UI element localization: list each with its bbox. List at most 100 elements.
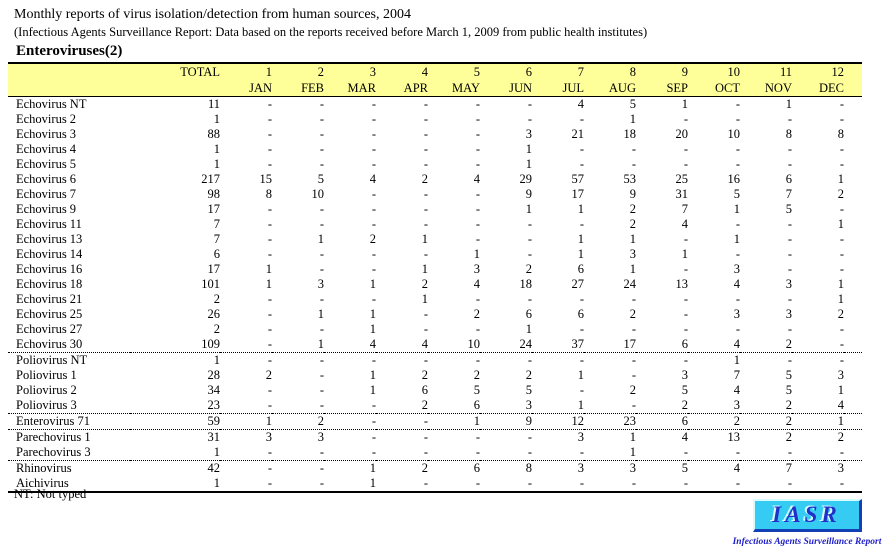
total-value: 1 — [213, 142, 220, 156]
virus-name: Echovirus 18 — [16, 277, 83, 291]
month-value: 8 — [265, 187, 272, 201]
month-value: 3 — [629, 247, 636, 261]
month-value: 10 — [311, 187, 325, 201]
month-value: 2 — [837, 187, 844, 201]
month-value: 4 — [733, 383, 740, 397]
month-number-header: 2 — [272, 63, 324, 80]
month-value: 8 — [837, 127, 844, 141]
spacer-cell — [844, 80, 862, 97]
month-number-header: 9 — [636, 63, 688, 80]
month-number-header: 7 — [532, 63, 584, 80]
month-value: 3 — [681, 368, 688, 382]
month-value: - — [423, 476, 428, 490]
month-value: 1 — [317, 307, 324, 321]
virus-name: Echovirus 9 — [16, 202, 77, 216]
total-value: 11 — [207, 97, 220, 111]
month-value: - — [792, 337, 844, 353]
month-value: 17 — [571, 187, 585, 201]
month-value: 1 — [681, 247, 688, 261]
spacer-cell — [844, 413, 862, 430]
month-value: 16 — [727, 172, 741, 186]
month-value: 1 — [532, 398, 584, 414]
month-value: 1 — [733, 202, 740, 216]
month-number-header: 12 — [792, 63, 844, 80]
month-value: 2 — [473, 368, 480, 382]
month-value: 6 — [421, 383, 428, 397]
total-value: 59 — [130, 413, 220, 430]
month-value: 5 — [525, 383, 532, 397]
month-value: - — [267, 142, 272, 156]
month-value: - — [319, 353, 324, 367]
month-value: 4 — [733, 277, 740, 291]
table-row: Echovirus 30 109-1 4 4 10 24 37 17 6 4 2- — [8, 337, 862, 353]
month-value: - — [267, 353, 272, 367]
month-value: - — [839, 142, 844, 156]
total-value: 1 — [130, 445, 220, 461]
month-value: 4 — [681, 217, 688, 231]
total-value: 23 — [130, 398, 220, 414]
total-column-header: TOTAL — [130, 63, 220, 80]
month-value: 5 — [629, 97, 636, 111]
total-value: 1 — [213, 112, 220, 126]
month-value: - — [787, 142, 792, 156]
table-row: Echovirus 18 101 1 3 1 2 4 18 27 24 13 4 3 1 — [8, 277, 862, 292]
month-value: - — [584, 398, 636, 414]
month-value: - — [839, 97, 844, 111]
month-value: - — [267, 247, 272, 261]
month-value: 2 — [629, 202, 636, 216]
month-name-header: DEC — [792, 80, 844, 97]
virus-name: Parechovirus 1 — [16, 430, 91, 444]
table-row: Enterovirus 71 59 1 2- -1 9 12 23 6 2 2 1 — [8, 413, 862, 430]
footnote: NT: Not typed — [14, 487, 87, 501]
table-row: Echovirus 25 26-1 1-2 6 6 2-3 3 2 — [8, 307, 862, 322]
month-value: 1 — [525, 202, 532, 216]
table-row: Echovirus NT 11 - - - - - - 4 5 1 - 1 - — [8, 97, 862, 113]
month-value: 10 — [428, 337, 480, 353]
month-value: - — [631, 157, 636, 171]
month-value: - — [267, 217, 272, 231]
month-value: - — [683, 476, 688, 490]
virus-name: Echovirus 11 — [16, 217, 82, 231]
month-value: 1 — [629, 112, 636, 126]
month-name-header: MAR — [324, 80, 376, 97]
month-value: - — [423, 142, 428, 156]
month-value: 4 — [369, 172, 376, 186]
month-value: 1 — [369, 383, 376, 397]
total-value: 6 — [213, 247, 220, 261]
month-value: - — [527, 112, 532, 126]
month-value: - — [787, 476, 792, 490]
month-value: - — [480, 445, 532, 461]
month-value: - — [267, 202, 272, 216]
month-value: 23 — [584, 413, 636, 430]
month-value: - — [787, 292, 792, 306]
month-value: - — [267, 322, 272, 336]
total-value: 26 — [207, 307, 221, 321]
month-value: - — [475, 232, 480, 246]
month-value: - — [319, 247, 324, 261]
month-name-header: OCT — [688, 80, 740, 97]
month-value: - — [839, 232, 844, 246]
month-value: - — [579, 353, 584, 367]
table-row: Echovirus 6 217 15 5 4 2 4 29 57 53 25 16 6 1 — [8, 172, 862, 187]
month-value: 6 — [473, 461, 480, 475]
month-value: - — [839, 476, 844, 490]
month-value: 1 — [837, 217, 844, 231]
month-value: 6 — [428, 398, 480, 414]
month-value: - — [371, 292, 376, 306]
month-value: 3 — [733, 262, 740, 276]
month-value: - — [371, 430, 376, 444]
month-value: 1 — [681, 97, 688, 111]
virus-name: Echovirus 5 — [16, 157, 77, 171]
month-value: 20 — [675, 127, 689, 141]
month-value: 6 — [577, 262, 584, 276]
month-value: 3 — [265, 430, 272, 444]
month-value: - — [267, 383, 272, 397]
spacer-cell — [844, 142, 862, 157]
month-value: - — [527, 97, 532, 111]
month-value: 1 — [369, 368, 376, 382]
month-value: - — [740, 445, 792, 461]
month-value: 3 — [317, 277, 324, 291]
month-value: 1 — [421, 262, 428, 276]
month-name-header: JAN — [220, 80, 272, 97]
